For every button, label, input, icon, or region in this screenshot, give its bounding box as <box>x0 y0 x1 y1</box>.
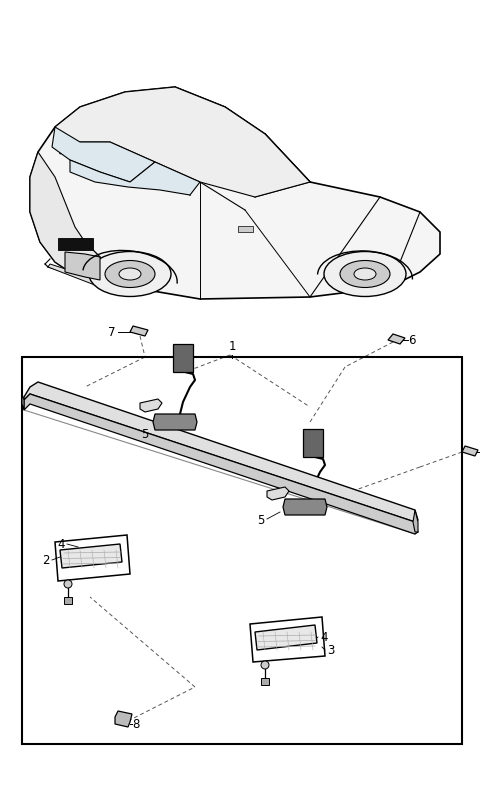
Text: 5: 5 <box>141 428 148 441</box>
Text: 1: 1 <box>228 339 236 353</box>
Ellipse shape <box>119 269 141 281</box>
Polygon shape <box>115 711 132 727</box>
Ellipse shape <box>105 261 155 288</box>
Ellipse shape <box>89 252 171 297</box>
Polygon shape <box>130 326 148 337</box>
Polygon shape <box>462 447 478 456</box>
Text: 3: 3 <box>327 644 335 657</box>
Polygon shape <box>48 265 110 288</box>
Ellipse shape <box>324 252 406 297</box>
Text: 5: 5 <box>258 512 265 526</box>
Bar <box>238 227 253 233</box>
Polygon shape <box>24 395 418 534</box>
Ellipse shape <box>354 269 376 281</box>
Text: 8: 8 <box>132 718 139 731</box>
Text: 4: 4 <box>58 538 65 551</box>
Polygon shape <box>70 160 200 196</box>
Circle shape <box>261 661 269 669</box>
Polygon shape <box>140 399 162 412</box>
Polygon shape <box>60 545 122 569</box>
Polygon shape <box>22 395 24 411</box>
Bar <box>173 345 193 373</box>
Polygon shape <box>283 500 327 516</box>
Bar <box>303 429 323 457</box>
Polygon shape <box>255 626 317 650</box>
Polygon shape <box>24 383 418 522</box>
Bar <box>58 239 93 251</box>
Bar <box>22 358 462 744</box>
Polygon shape <box>30 88 440 300</box>
Polygon shape <box>52 128 155 183</box>
Text: 7: 7 <box>108 326 115 339</box>
Text: 6: 6 <box>408 334 416 347</box>
Circle shape <box>64 581 72 588</box>
Polygon shape <box>388 334 405 345</box>
Ellipse shape <box>340 261 390 288</box>
Polygon shape <box>65 253 100 281</box>
Polygon shape <box>30 153 100 282</box>
Bar <box>64 597 72 604</box>
Polygon shape <box>267 488 289 500</box>
Text: 4: 4 <box>320 630 327 644</box>
Polygon shape <box>55 88 310 198</box>
Text: 2: 2 <box>43 554 50 567</box>
Polygon shape <box>153 415 197 431</box>
Bar <box>261 678 269 685</box>
Polygon shape <box>413 510 418 533</box>
